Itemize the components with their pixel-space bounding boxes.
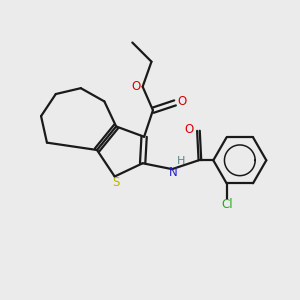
- Text: N: N: [169, 166, 178, 179]
- Text: O: O: [131, 80, 141, 93]
- Text: S: S: [112, 176, 119, 190]
- Text: O: O: [177, 95, 186, 108]
- Text: H: H: [177, 156, 185, 166]
- Text: Cl: Cl: [222, 198, 233, 211]
- Text: O: O: [184, 123, 194, 136]
